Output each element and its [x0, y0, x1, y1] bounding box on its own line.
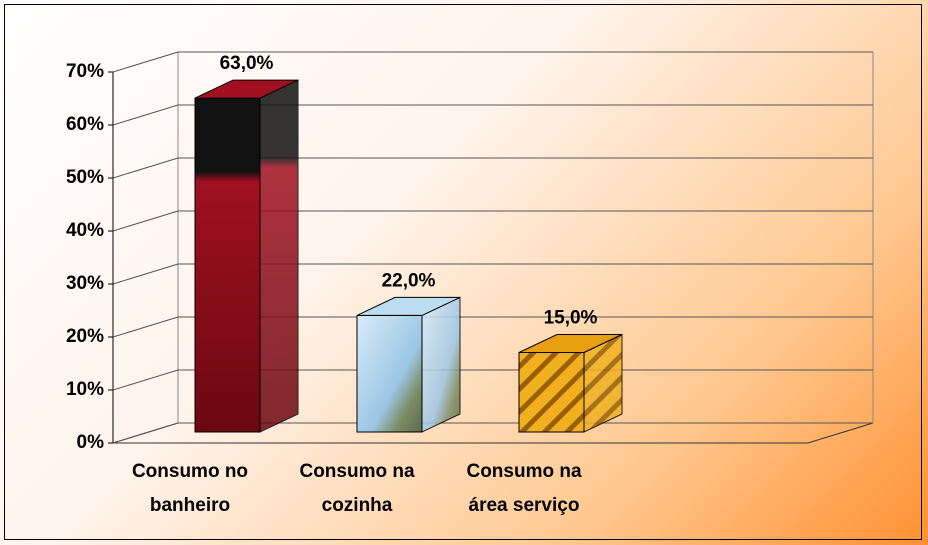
y-tick-label: 60% — [66, 114, 104, 135]
x-tick-label: Consumo na área serviço — [466, 461, 582, 516]
grid-line — [112, 157, 179, 179]
x-tick-label: Consumo no banheiro — [131, 461, 249, 516]
y-tick-label: 10% — [66, 379, 104, 400]
bar-top — [356, 296, 461, 316]
y-tick-label: 20% — [66, 326, 104, 347]
bar-side — [421, 296, 461, 433]
bar-top — [518, 334, 623, 353]
grid-line — [112, 263, 179, 285]
grid-line — [112, 210, 179, 232]
y-tick-label: 70% — [66, 61, 104, 82]
x-tick-label: Consumo na cozinha — [299, 461, 415, 516]
bar-front — [356, 314, 423, 433]
value-label: 63,0% — [220, 53, 274, 74]
frame — [4, 4, 922, 540]
grid-line — [112, 104, 179, 126]
bar — [518, 333, 623, 433]
y-tick-label: 40% — [66, 220, 104, 241]
y-tick-label: 50% — [66, 167, 104, 188]
value-label: 15,0% — [544, 308, 598, 329]
grid-line — [112, 369, 179, 391]
bar-top — [194, 79, 299, 99]
value-label: 22,0% — [382, 270, 436, 291]
grid-line — [112, 51, 179, 73]
grid-line — [112, 316, 179, 338]
y-tick-label: 30% — [66, 273, 104, 294]
y-tick-label: 0% — [77, 432, 105, 453]
bar — [194, 79, 299, 433]
bar — [356, 296, 461, 433]
bar-side — [259, 79, 299, 433]
grid-line — [112, 422, 179, 444]
bar-front — [194, 97, 261, 433]
bar-front — [518, 352, 585, 433]
